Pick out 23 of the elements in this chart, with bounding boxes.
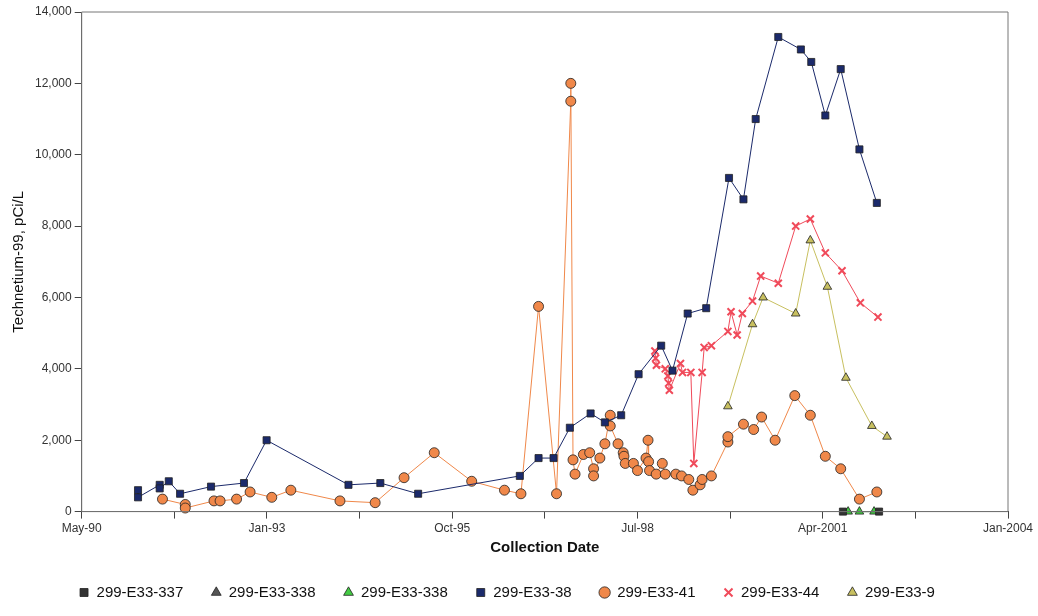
- y-tick-label: 10,000: [35, 147, 73, 162]
- y-tick-label: 0: [65, 503, 73, 518]
- y-tick-label: 6,000: [41, 289, 73, 304]
- x-tick-label: Jul-98: [621, 521, 655, 536]
- legend-label: 299-E33-338: [361, 582, 448, 600]
- legend-label: 299-E33-338: [228, 582, 316, 600]
- y-tick-label: 4,000: [41, 361, 73, 376]
- legend-label: 299-E33-337: [96, 582, 184, 600]
- x-tick-label: May-90: [61, 521, 103, 536]
- legend-label: 299-E33-41: [617, 582, 696, 600]
- x-tick-label: Jan-93: [248, 521, 286, 536]
- y-tick-label: 14,000: [35, 4, 73, 19]
- x-tick-label: Jan-2004: [982, 521, 1034, 536]
- y-tick-label: 2,000: [41, 432, 73, 447]
- x-tick-label: Oct-95: [434, 521, 471, 536]
- x-tick-label: Apr-2001: [798, 521, 848, 536]
- legend-label: 299-E33-44: [741, 582, 820, 600]
- y-tick-label: 8,000: [41, 218, 73, 233]
- y-tick-label: 12,000: [35, 75, 73, 90]
- legend-label: 299-E33-38: [493, 582, 572, 600]
- y-axis-title: Technetium-99, pCi/L: [9, 190, 27, 333]
- x-axis-title: Collection Date: [490, 538, 600, 556]
- legend-label: 299-E33-9: [864, 582, 935, 600]
